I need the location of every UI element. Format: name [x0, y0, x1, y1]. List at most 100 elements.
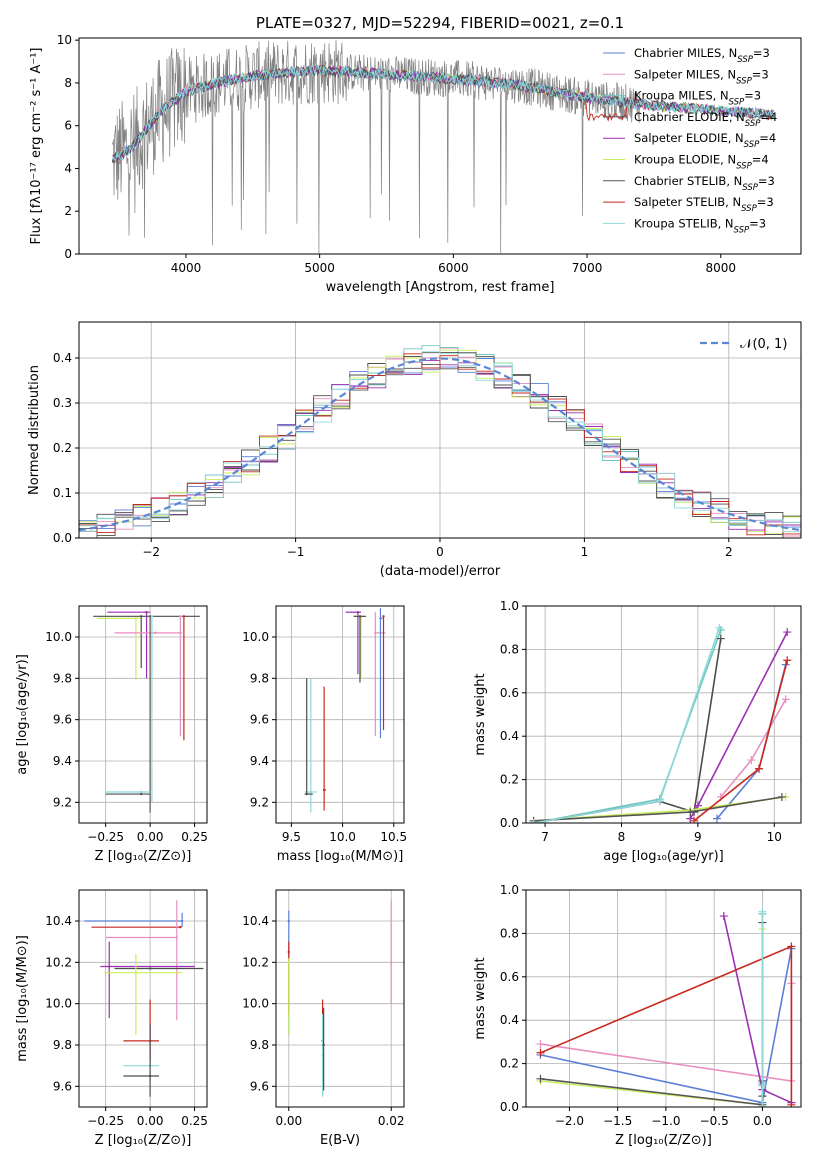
x-tick-label: −1.0: [651, 1114, 680, 1128]
x-tick-label: 7: [541, 830, 549, 844]
plus-marker: [690, 816, 699, 823]
model-spectrum-8: [111, 64, 774, 161]
y-tick-label: 9.2: [53, 795, 72, 809]
y-tick-label: 0.2: [500, 773, 519, 787]
plot-area: [536, 907, 796, 1107]
plus-marker: [655, 797, 664, 806]
mass_vs_EBV-panel: 0.00 0.02 9.6 9.8 10.0 10.2 10.4 E(B-V): [242, 889, 405, 1148]
y-tick-label: 10: [57, 33, 72, 47]
axes-frame: [275, 889, 405, 1108]
plot-area: [287, 900, 393, 1097]
legend-entry: Salpeter MILES, NSSP=3: [634, 67, 769, 86]
gaussian-reference-curve: [79, 357, 801, 532]
x-tick-label: −0.25: [87, 1114, 124, 1128]
data-point: [154, 631, 157, 635]
histogram-legend: 𝒩(0, 1): [700, 337, 787, 352]
y-tick-label: 0: [64, 247, 72, 261]
weight-series-0: [716, 664, 787, 820]
y-tick-label: 8: [64, 76, 72, 90]
x-tick-label: 9.5: [282, 830, 301, 844]
axes-frame: [78, 605, 208, 824]
weight-series-2: [533, 629, 722, 823]
y-tick-label: 9.6: [250, 713, 269, 727]
x-tick-label: 10.0: [329, 830, 356, 844]
y-tick-label: 9.6: [53, 713, 72, 727]
x-tick-label: −1.5: [603, 1114, 632, 1128]
plus-marker: [758, 1103, 767, 1107]
x-tick-label: 2: [725, 545, 733, 559]
legend-entry: Salpeter ELODIE, NSSP=4: [634, 131, 776, 150]
axes-frame: [78, 37, 802, 255]
data-point: [175, 936, 178, 939]
plus-marker: [783, 656, 792, 665]
data-point: [390, 961, 393, 964]
age_vs_Z-panel: −0.25 0.00 0.25 9.2 9.4 9.6 9.8 10.0 Z [log₁₀(Z/…: [15, 605, 208, 864]
legend-entry: Kroupa ELODIE, NSSP=4: [634, 153, 769, 172]
y-tick-label: 6: [64, 119, 72, 133]
y-tick-label: 9.2: [250, 795, 269, 809]
spectrum-panel: 4000 5000 6000 7000 8000 0 2 4 6 8 10 wavelength [A…: [29, 33, 802, 295]
x-axis-label: Z [log₁₀(Z/Z⊙)]: [95, 849, 192, 864]
axes-frame: [78, 889, 208, 1108]
y-tick-label: 10.0: [242, 997, 269, 1011]
x-axis-label: age [log₁₀(age/yr)]: [603, 849, 724, 864]
y-tick-label: 2: [64, 204, 72, 218]
y-tick-label: 0.6: [500, 686, 519, 700]
y-tick-label: 0.0: [53, 531, 72, 545]
x-tick-label: 0.00: [275, 1114, 302, 1128]
data-point: [309, 790, 313, 794]
data-point: [322, 1043, 325, 1047]
y-tick-label: 9.4: [53, 754, 72, 768]
legend-entry: 𝒩(0, 1): [740, 337, 787, 352]
data-point: [287, 919, 290, 923]
y-tick-label: 0.8: [500, 642, 519, 656]
y-tick-label: 0.0: [500, 1100, 519, 1114]
y-tick-label: 10.2: [242, 955, 269, 969]
plot-area: [529, 623, 792, 823]
weight_vs_Z-panel: −2.0 −1.5 −1.0 −0.5 0.0 0.0 0.2 0.4 0.6 0.8 1.0 Z […: [473, 883, 802, 1148]
age_vs_mass-panel: 9.5 10.0 10.5 9.2 9.4 9.6 9.8 10.0 mass [log₁₀(M…: [242, 605, 407, 864]
plus-marker: [712, 814, 721, 823]
plus-marker: [536, 1040, 545, 1049]
data-point: [150, 615, 154, 618]
y-tick-label: 10.0: [45, 630, 72, 644]
x-tick-label: 9: [694, 830, 702, 844]
data-point: [374, 631, 377, 635]
x-tick-label: −2: [142, 545, 160, 559]
weight-series-4: [689, 631, 789, 820]
y-axis-label: mass weight: [473, 673, 488, 755]
plot-area: [111, 39, 774, 254]
data-point: [140, 615, 143, 618]
weight-series-8: [533, 627, 721, 823]
weight-series-6: [540, 1078, 764, 1106]
plot-area: [84, 900, 204, 1097]
x-tick-label: 10: [767, 830, 782, 844]
x-tick-label: 1: [581, 545, 589, 559]
x-tick-label: 0.00: [137, 830, 164, 844]
data-point: [140, 792, 143, 796]
plus-marker: [787, 1100, 796, 1107]
y-tick-label: 9.8: [53, 671, 72, 685]
x-tick-label: 10.5: [380, 830, 407, 844]
x-axis-label: mass [log₁₀(M/M⊙)]: [277, 849, 404, 864]
y-tick-label: 0.4: [53, 351, 72, 365]
y-axis-label: mass weight: [473, 957, 488, 1039]
y-tick-label: 0.1: [53, 486, 72, 500]
spectrum-legend: Chabrier MILES, NSSP=3 Salpeter MILES, NS…: [603, 46, 777, 235]
x-tick-label: 0: [436, 545, 444, 559]
y-tick-label: 9.4: [250, 754, 269, 768]
x-axis-label: Z [log₁₀(Z/Z⊙)]: [95, 1133, 192, 1148]
y-tick-label: 4: [64, 161, 72, 175]
y-tick-label: 9.8: [250, 1038, 269, 1052]
data-point: [358, 615, 362, 618]
x-axis-label: (data-model)/error: [380, 564, 501, 579]
residuals-panel: −2 −1 0 1 2 0.0 0.1 0.2 0.3 0.4 (data-model)/error…: [27, 321, 802, 579]
plus-marker: [758, 907, 767, 916]
x-tick-label: 4000: [171, 261, 202, 275]
histogram-step-8: [79, 351, 801, 533]
x-tick-label: 0.02: [378, 1114, 405, 1128]
data-point: [148, 615, 152, 618]
plus-marker: [686, 808, 695, 817]
legend-entry: Chabrier STELIB, NSSP=3: [634, 174, 775, 193]
